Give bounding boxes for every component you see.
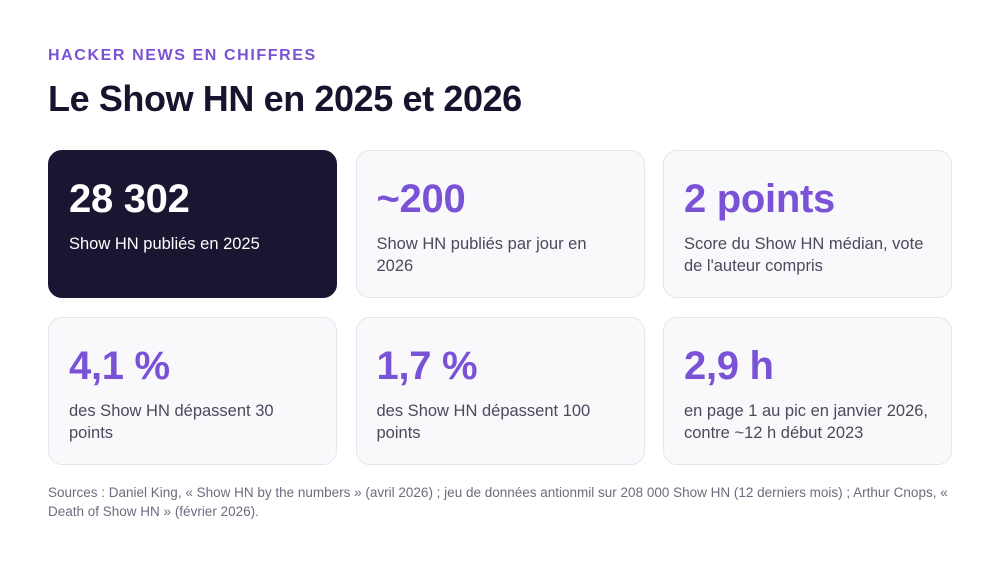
infographic: HACKER NEWS EN CHIFFRES Le Show HN en 20… — [48, 0, 952, 565]
sources-note: Sources : Daniel King, « Show HN by the … — [48, 485, 948, 519]
stat-card-over-100-points: 1,7 % des Show HN dépassent 100 points — [355, 317, 645, 465]
stat-value: 2 points — [684, 177, 835, 221]
stat-label: Score du Show HN médian, vote de l'auteu… — [684, 235, 924, 275]
stat-value: 1,7 % — [376, 344, 478, 388]
stat-value: 4,1 % — [69, 344, 170, 388]
stat-label: en page 1 au pic en janvier 2026, contre… — [684, 402, 929, 442]
stats-grid: 28 302 Show HN publiés en 2025 ~200 Show… — [48, 150, 952, 465]
page-title: Le Show HN en 2025 et 2026 — [48, 78, 522, 119]
stat-card-per-day-2026: ~200 Show HN publiés par jour en 2026 — [355, 150, 645, 298]
stat-value: 28 302 — [69, 177, 190, 221]
stat-value: ~200 — [376, 177, 466, 221]
stat-label: des Show HN dépassent 100 points — [376, 402, 591, 442]
kicker: HACKER NEWS EN CHIFFRES — [48, 47, 317, 64]
stat-label: Show HN publiés par jour en 2026 — [376, 235, 587, 275]
stat-card-front-page-time: 2,9 h en page 1 au pic en janvier 2026, … — [663, 317, 952, 465]
stat-card-median-score: 2 points Score du Show HN médian, vote d… — [663, 150, 952, 298]
stat-card-published-2025: 28 302 Show HN publiés en 2025 — [48, 150, 337, 298]
stat-label: des Show HN dépassent 30 points — [69, 402, 274, 442]
stat-label: Show HN publiés en 2025 — [69, 235, 260, 253]
stat-card-over-30-points: 4,1 % des Show HN dépassent 30 points — [48, 317, 337, 465]
stat-value: 2,9 h — [684, 344, 774, 388]
